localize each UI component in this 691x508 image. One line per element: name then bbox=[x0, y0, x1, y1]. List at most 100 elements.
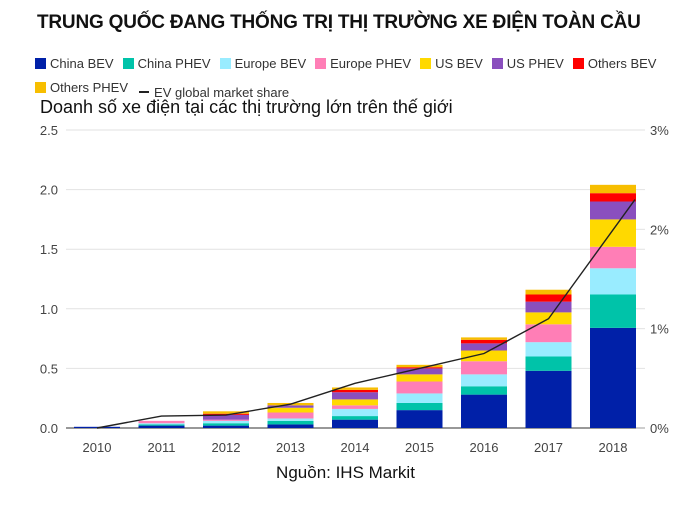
bar-segment bbox=[203, 419, 249, 421]
y2-tick-label: 2% bbox=[650, 222, 669, 237]
bar-segment bbox=[332, 387, 378, 390]
market-share-line bbox=[96, 199, 636, 429]
bar-segment bbox=[396, 364, 443, 368]
legend-swatch-icon bbox=[219, 58, 231, 69]
bar-segment bbox=[203, 413, 249, 415]
bar-segment bbox=[590, 201, 636, 220]
bar-segment bbox=[332, 419, 378, 428]
chart-title: TRUNG QUỐC ĐANG THỐNG TRỊ THỊ TRƯỜNG XE … bbox=[37, 12, 641, 33]
legend-line-icon bbox=[139, 91, 150, 93]
bar-segment bbox=[203, 425, 249, 428]
bar-segment bbox=[525, 301, 572, 313]
bar-segment bbox=[590, 193, 636, 202]
y-tick-label: 1.0 bbox=[40, 302, 58, 317]
bar-segment bbox=[525, 342, 572, 357]
y-tick-label: 2.5 bbox=[40, 123, 58, 138]
legend-label: US BEV bbox=[435, 56, 483, 71]
legend-item: Europe BEV bbox=[219, 52, 307, 75]
bar-segment bbox=[590, 268, 636, 295]
chart-legend: China BEV China PHEV Europe BEV Europe PHEV… bbox=[35, 52, 685, 104]
bar-segment bbox=[267, 424, 314, 428]
x-tick-label: 2013 bbox=[276, 440, 305, 455]
bar-segment bbox=[203, 411, 249, 414]
x-tick-label: 2011 bbox=[148, 440, 176, 455]
bar-segment bbox=[461, 350, 507, 362]
bar-segment bbox=[525, 324, 572, 343]
legend-swatch-icon bbox=[122, 58, 134, 69]
legend-swatch-icon bbox=[491, 58, 503, 69]
legend-label: Europe BEV bbox=[234, 56, 307, 71]
legend-item: Europe PHEV bbox=[315, 52, 411, 75]
legend-item: EV global market share bbox=[137, 81, 289, 104]
bar-segment bbox=[461, 394, 507, 428]
legend-item: US PHEV bbox=[491, 52, 564, 75]
bar-segment bbox=[590, 294, 636, 328]
bar-segment bbox=[203, 414, 249, 420]
legend-item: China PHEV bbox=[122, 52, 211, 75]
legend-label: EV global market share bbox=[154, 84, 290, 100]
bar-segment bbox=[138, 424, 185, 426]
bar-segment bbox=[332, 408, 378, 417]
legend-item: US BEV bbox=[420, 52, 483, 75]
bar-segment bbox=[267, 412, 314, 419]
x-tick-label: 2015 bbox=[405, 440, 434, 455]
legend-swatch-icon bbox=[572, 58, 584, 69]
legend-label: Europe PHEV bbox=[330, 56, 412, 71]
bar-segment bbox=[138, 423, 185, 425]
x-tick-label: 2012 bbox=[212, 440, 241, 455]
legend-swatch-icon bbox=[35, 82, 46, 93]
bar-segment bbox=[203, 423, 249, 426]
bar-segment bbox=[590, 184, 636, 194]
y2-tick-label: 3% bbox=[650, 123, 669, 138]
bar-segment bbox=[332, 389, 378, 393]
legend-label: Others BEV bbox=[587, 56, 657, 71]
y-tick-label: 2.0 bbox=[40, 183, 58, 198]
bar-segment bbox=[461, 386, 507, 395]
legend-swatch-icon bbox=[35, 58, 46, 69]
bar-segment bbox=[396, 381, 443, 394]
y2-tick-label: 0% bbox=[650, 421, 669, 436]
x-tick-label: 2010 bbox=[83, 440, 112, 455]
bar-segment bbox=[590, 327, 636, 428]
x-tick-label: 2014 bbox=[341, 440, 370, 455]
legend-label: US PHEV bbox=[506, 56, 564, 71]
y2-tick-label: 1% bbox=[650, 322, 669, 337]
bar-segment bbox=[525, 356, 572, 371]
bar-segment bbox=[461, 343, 507, 351]
legend-label: Others PHEV bbox=[50, 80, 129, 95]
x-tick-label: 2017 bbox=[534, 440, 563, 455]
bar-segment bbox=[267, 407, 314, 413]
bar-segment bbox=[267, 405, 314, 408]
bar-segment bbox=[525, 370, 572, 428]
chart-subtitle: Doanh số xe điện tại các thị trường lớn … bbox=[40, 97, 453, 117]
bar-segment bbox=[332, 416, 378, 420]
bar-segment bbox=[525, 294, 572, 302]
bar-segment bbox=[525, 289, 572, 295]
legend-swatch-icon bbox=[315, 58, 327, 69]
legend-label: China PHEV bbox=[137, 56, 211, 71]
legend-swatch-icon bbox=[420, 58, 432, 69]
bar-segment bbox=[203, 420, 249, 424]
bar-segment bbox=[461, 339, 507, 344]
bar-segment bbox=[332, 399, 378, 406]
bar-segment bbox=[396, 410, 443, 428]
legend-item: Others PHEV bbox=[35, 76, 128, 99]
bar-segment bbox=[590, 219, 636, 247]
y-tick-label: 0.5 bbox=[40, 361, 58, 376]
y-tick-label: 1.5 bbox=[40, 242, 58, 257]
bar-segment bbox=[138, 420, 185, 424]
bar-segment bbox=[461, 337, 507, 340]
legend-item: Others BEV bbox=[572, 52, 657, 75]
legend-label: China BEV bbox=[50, 56, 114, 71]
bar-segment bbox=[267, 418, 314, 421]
chart-source: Nguồn: IHS Markit bbox=[276, 463, 415, 482]
bar-segment bbox=[267, 420, 314, 425]
bar-segment bbox=[396, 368, 443, 375]
bar-segment bbox=[396, 393, 443, 403]
stacked-bar-chart: 0.0 0.5 1.0 1.5 2.0 2.5 0% 1% 2% 3% 2010 2011 2012 20… bbox=[40, 123, 669, 455]
y-tick-label: 0.0 bbox=[40, 421, 58, 436]
bar-segment bbox=[461, 361, 507, 375]
x-tick-label: 2016 bbox=[470, 440, 499, 455]
bar-segment bbox=[461, 374, 507, 387]
bar-segment bbox=[590, 246, 636, 269]
